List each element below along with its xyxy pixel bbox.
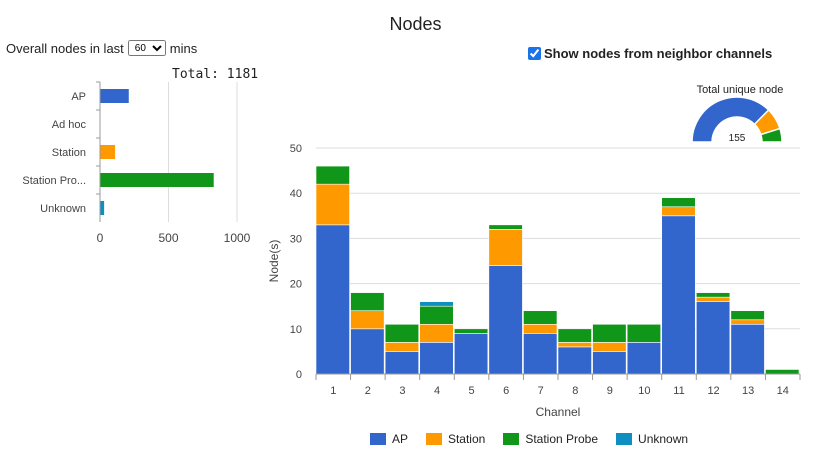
stacked-bar-segment — [592, 323, 627, 343]
stacked-bar-segment — [350, 328, 385, 375]
stacked-bar-segment — [419, 323, 454, 343]
total-count: Total: 1181 — [172, 67, 259, 82]
stacked-bar-segment — [384, 323, 420, 343]
stacked-bar-segment — [661, 197, 696, 208]
stacked-bar-segment — [557, 346, 592, 375]
x-tick-label: 6 — [503, 385, 509, 397]
stacked-bar-segment — [730, 319, 765, 325]
donut-slice — [759, 127, 783, 143]
x-tick-label: 7 — [538, 385, 544, 397]
overall-suffix: mins — [169, 40, 198, 56]
stacked-bar-segment — [350, 292, 385, 312]
hbar-bar — [100, 201, 105, 215]
minutes-select[interactable]: 60 — [127, 40, 166, 56]
page-title: Nodes — [389, 14, 442, 34]
stacked-bar-segment — [661, 206, 696, 217]
stacked-bar-segment — [453, 333, 489, 375]
hbar-bar — [100, 145, 116, 159]
y-tick-label: 20 — [290, 279, 302, 291]
legend-swatch — [503, 433, 520, 445]
stacked-bar-segment — [695, 296, 731, 302]
neighbor-label: Show nodes from neighbor channels — [544, 46, 773, 61]
stacked-bar-segment — [419, 301, 454, 307]
hbar-category-label: Station — [52, 147, 86, 159]
x-tick-label: 2 — [365, 385, 371, 397]
x-tick-label: 12 — [707, 385, 719, 397]
hbar-bar — [100, 173, 214, 187]
hbar-x-tick-label: 500 — [158, 231, 178, 245]
legend-item[interactable]: Station — [425, 432, 486, 446]
legend-item[interactable]: AP — [369, 432, 408, 446]
stacked-bar-segment — [419, 305, 454, 325]
x-tick-label: 13 — [742, 385, 754, 397]
stacked-bar-segment — [488, 224, 523, 230]
legend-label: Station Probe — [525, 432, 599, 446]
y-tick-label: 10 — [290, 324, 302, 336]
stacked-bar-segment — [315, 165, 350, 185]
stacked-bar-segment — [523, 310, 558, 325]
stacked-bar-segment — [730, 310, 765, 321]
x-axis-label: Channel — [536, 405, 581, 419]
x-tick-label: 10 — [638, 385, 650, 397]
stacked-bar-segment — [384, 342, 420, 352]
stacked-bar-segment — [315, 183, 350, 226]
x-tick-label: 1 — [330, 385, 336, 397]
stacked-bar-segment — [557, 342, 592, 348]
stacked-bar-segment — [488, 229, 523, 266]
y-tick-label: 30 — [290, 233, 302, 245]
y-tick-label: 0 — [296, 369, 302, 381]
stacked-bar-segment — [350, 310, 385, 330]
hbar-category-label: Unknown — [40, 203, 86, 215]
overall-nodes-control: Overall nodes in last 60 mins — [6, 40, 197, 56]
stacked-bar-segment — [419, 342, 454, 375]
stacked-bar-segment — [592, 342, 627, 352]
chart-legend: AP Station Station Probe Unknown — [0, 432, 831, 446]
neighbor-toggle[interactable]: Show nodes from neighbor channels — [528, 46, 772, 61]
hbar-x-tick-label: 1000 — [224, 231, 251, 245]
y-tick-label: 40 — [290, 188, 302, 200]
stacked-bar-segment — [453, 328, 489, 334]
legend-swatch — [616, 433, 633, 445]
legend-item[interactable]: Unknown — [616, 432, 688, 446]
stacked-bar-segment — [592, 351, 627, 375]
x-tick-label: 3 — [399, 385, 405, 397]
hbar-category-label: AP — [71, 91, 86, 103]
legend-label: AP — [391, 432, 408, 446]
donut-title: Total unique node — [696, 84, 784, 96]
stacked-bar-segment — [523, 333, 558, 375]
legend-item[interactable]: Station Probe — [503, 432, 598, 446]
legend-swatch — [425, 433, 442, 445]
y-tick-label: 50 — [290, 143, 302, 155]
legend-label: Station — [447, 432, 486, 446]
stacked-bar-segment — [557, 328, 592, 343]
x-tick-label: 5 — [469, 385, 475, 397]
stacked-bar-segment — [315, 224, 350, 375]
stacked-bar-segment — [626, 342, 662, 375]
stacked-bar-segment — [661, 215, 696, 375]
donut-center-label: 155 — [729, 133, 746, 144]
stacked-bar-segment — [626, 323, 662, 343]
stacked-bar-segment — [523, 323, 558, 334]
stacked-bar-segment — [695, 292, 731, 298]
neighbor-checkbox[interactable] — [528, 47, 541, 60]
x-tick-label: 11 — [673, 385, 684, 397]
x-tick-label: 8 — [572, 385, 578, 397]
stacked-bar-segment — [384, 351, 420, 375]
hbar-category-label: Station Pro... — [22, 175, 86, 187]
hbar-category-label: Ad hoc — [52, 119, 87, 131]
x-tick-label: 9 — [607, 385, 613, 397]
hbar-bar — [100, 89, 129, 103]
hbar-x-tick-label: 0 — [97, 231, 104, 245]
stacked-bar-segment — [695, 301, 731, 375]
y-axis-label: Node(s) — [267, 240, 281, 283]
x-tick-label: 14 — [777, 385, 789, 397]
x-tick-label: 4 — [434, 385, 440, 397]
overall-prefix: Overall nodes in last — [6, 40, 124, 56]
legend-label: Unknown — [638, 432, 689, 446]
stacked-bar-segment — [488, 265, 523, 375]
stacked-bar-segment — [730, 323, 765, 375]
legend-swatch — [369, 433, 386, 445]
stacked-bar-segment — [765, 369, 800, 375]
